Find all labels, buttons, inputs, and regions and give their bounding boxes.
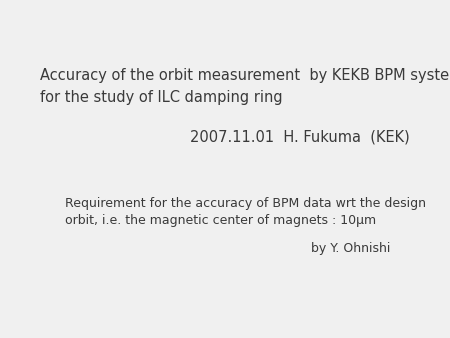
Text: by Y. Ohnishi: by Y. Ohnishi [310, 242, 390, 255]
Text: orbit, i.e. the magnetic center of magnets : 10μm: orbit, i.e. the magnetic center of magne… [65, 214, 376, 227]
Text: for the study of ILC damping ring: for the study of ILC damping ring [40, 90, 283, 105]
Text: 2007.11.01  H. Fukuma  (KEK): 2007.11.01 H. Fukuma (KEK) [190, 130, 410, 145]
Text: Requirement for the accuracy of BPM data wrt the design: Requirement for the accuracy of BPM data… [65, 197, 426, 210]
Text: Accuracy of the orbit measurement  by KEKB BPM system: Accuracy of the orbit measurement by KEK… [40, 68, 450, 83]
